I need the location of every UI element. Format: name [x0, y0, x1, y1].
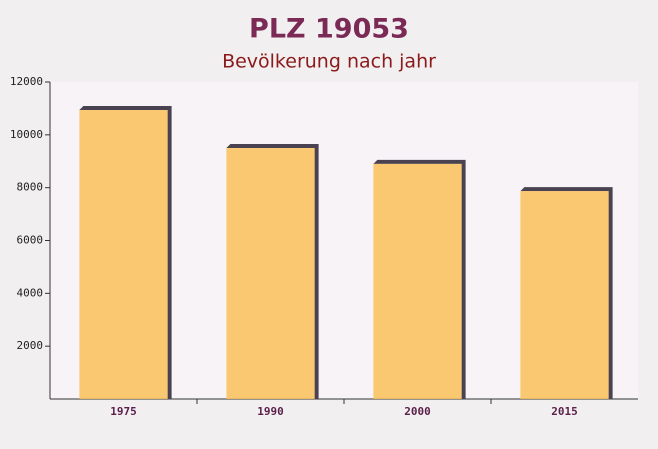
bar [520, 191, 609, 399]
chart-subtitle: Bevölkerung nach jahr [222, 51, 436, 73]
y-tick-label: 10000 [10, 128, 43, 141]
x-tick-label: 2015 [551, 405, 578, 418]
x-tick-label: 2000 [404, 405, 431, 418]
bar [373, 163, 462, 399]
chart-title: PLZ 19053 [249, 14, 409, 45]
y-tick-label: 4000 [17, 286, 44, 299]
bar [226, 148, 315, 399]
y-tick-label: 8000 [17, 181, 44, 194]
bar [79, 110, 168, 400]
y-tick-label: 12000 [10, 75, 43, 88]
x-tick-label: 1975 [110, 405, 137, 418]
y-tick-label: 2000 [17, 339, 44, 352]
x-tick-label: 1990 [257, 405, 284, 418]
y-tick-label: 6000 [17, 234, 44, 247]
